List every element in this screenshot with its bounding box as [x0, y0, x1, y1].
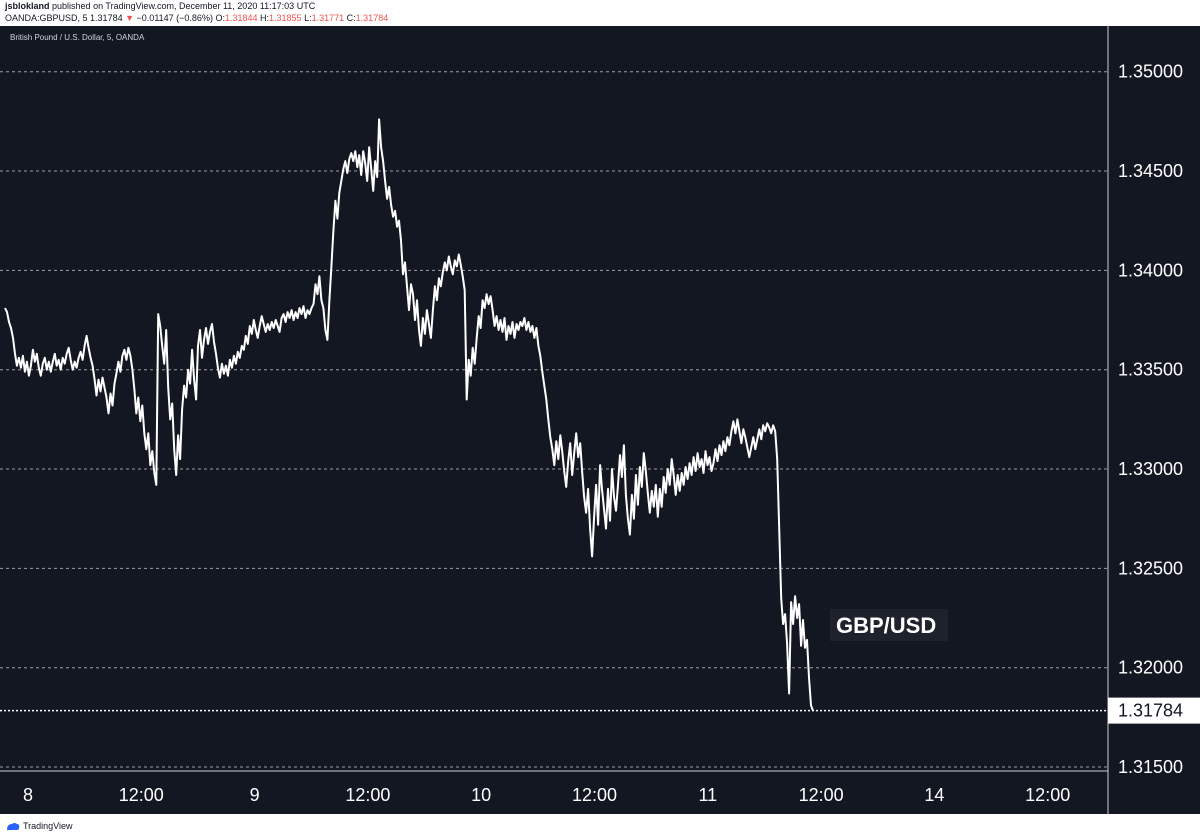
- last-price-label: 1.31784: [1118, 701, 1183, 721]
- footer-brand[interactable]: TradingView: [23, 821, 73, 831]
- symbol-info: OANDA:GBPUSD, 5 1.31784 ▼ −0.01147 (−0.8…: [5, 12, 388, 24]
- last-price: 1.31784: [90, 13, 123, 23]
- low-label: L:: [304, 13, 312, 23]
- high-label: H:: [260, 13, 270, 23]
- x-tick-label: 12:00: [345, 785, 390, 805]
- low-value: 1.31771: [311, 13, 345, 23]
- y-tick-label: 1.32000: [1118, 658, 1183, 678]
- annotation-box: [830, 609, 948, 641]
- x-tick-label: 12:00: [799, 785, 844, 805]
- open-value: 1.31844: [224, 13, 258, 23]
- x-tick-label: 9: [250, 785, 260, 805]
- x-tick-label: 8: [23, 785, 33, 805]
- footer: TradingView: [0, 814, 1200, 840]
- x-tick-label: 10: [471, 785, 491, 805]
- price-chart[interactable]: 1.31500 1.32000 1.32500 1.33000 1.33500 1.340…: [0, 26, 1200, 814]
- chart-pane[interactable]: 1.31500 1.32000 1.32500 1.33000 1.33500 1.340…: [0, 26, 1200, 814]
- annotation-label: GBP/USD: [836, 613, 936, 638]
- y-tick-label: 1.31500: [1118, 757, 1183, 777]
- last-price-tag: [1108, 697, 1200, 724]
- y-tick-label: 1.33500: [1118, 360, 1183, 380]
- pane-title: British Pound / U.S. Dollar, 5, OANDA: [10, 33, 145, 42]
- author-name[interactable]: jsblokland: [5, 1, 50, 11]
- symbol-name: OANDA:GBPUSD, 5: [5, 13, 88, 23]
- price-series-line: [4, 118, 814, 711]
- y-tick-label: 1.32500: [1118, 558, 1183, 578]
- x-tick-label: 12:00: [1025, 785, 1070, 805]
- chart-background: [0, 26, 1200, 814]
- publish-header: jsblokland published on TradingView.com,…: [0, 0, 1200, 26]
- open-label: O:: [215, 13, 225, 23]
- y-tick-label: 1.34000: [1118, 260, 1183, 280]
- published-text: published on TradingView.com, December 1…: [52, 1, 316, 11]
- close-label: C:: [346, 13, 356, 23]
- price-change: −0.01147 (−0.86%): [136, 13, 213, 23]
- close-value: 1.31784: [355, 13, 389, 23]
- publish-info: jsblokland published on TradingView.com,…: [5, 0, 315, 12]
- x-tick-label: 12:00: [119, 785, 164, 805]
- x-tick-label: 11: [698, 785, 717, 805]
- y-tick-label: 1.34500: [1118, 161, 1183, 181]
- tradingview-logo-icon[interactable]: [6, 822, 20, 832]
- x-tick-label: 12:00: [572, 785, 617, 805]
- x-tick-label: 14: [924, 785, 944, 805]
- down-arrow-icon: ▼: [125, 13, 135, 23]
- y-tick-label: 1.35000: [1118, 62, 1183, 82]
- y-tick-label: 1.33000: [1118, 459, 1183, 479]
- high-value: 1.31855: [269, 13, 302, 23]
